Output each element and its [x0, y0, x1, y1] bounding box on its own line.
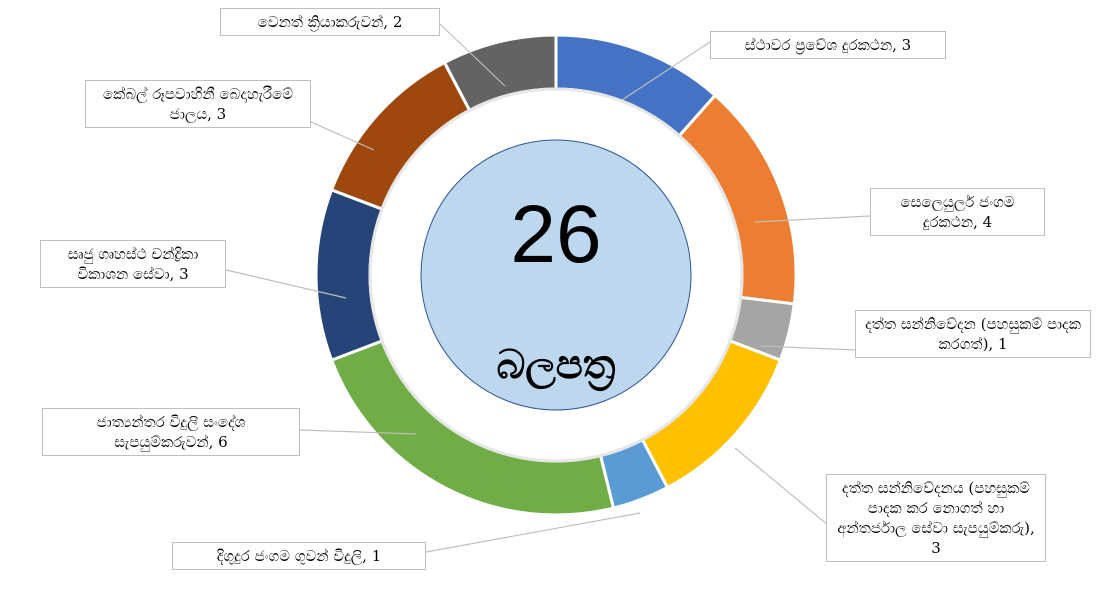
center-label: බලපත්‍ර	[497, 342, 616, 391]
center-disc	[420, 139, 692, 411]
leader-line	[299, 429, 417, 435]
data-label: සෙලෙයුලර් ජංගම දුරකථන, 4	[870, 188, 1045, 236]
leader-line	[754, 215, 871, 223]
leader-line	[439, 23, 506, 87]
leader-line	[734, 447, 841, 536]
center-value: 26	[510, 189, 601, 280]
data-label: දිගුදුර ජංගම ගුවන් විදුලි, 1	[172, 542, 426, 570]
data-label: දත්ත සන්නිවේදන (පහසුකම් පාදක කරගත්), 1	[855, 310, 1091, 358]
data-label: ජාත්‍යන්තර විදුලි සංදේශ සැපයුම්කරුවන්, 6	[42, 408, 300, 456]
data-label: සෘජු ගෘහස්ථ චන්ද්‍රිකා විකාශන සේවා, 3	[40, 240, 226, 288]
data-label: දත්ත සන්නිවේදනය (පහසුකම් පාදක කර නොගත් හ…	[826, 474, 1046, 562]
data-label: වෙනත් ක්‍රියාකරුවන්, 2	[220, 8, 440, 36]
data-label: ස්ථාවර ප්‍රවේශ දුරකථන, 3	[710, 31, 946, 59]
leader-line	[425, 512, 641, 553]
leader-line	[225, 269, 347, 299]
leader-line	[621, 41, 711, 101]
data-label: කේබල් රූපවාහිනී බෙදාහැරීමේ ජාලය, 3	[85, 80, 311, 128]
leader-line	[759, 345, 856, 351]
leader-line	[310, 121, 375, 151]
